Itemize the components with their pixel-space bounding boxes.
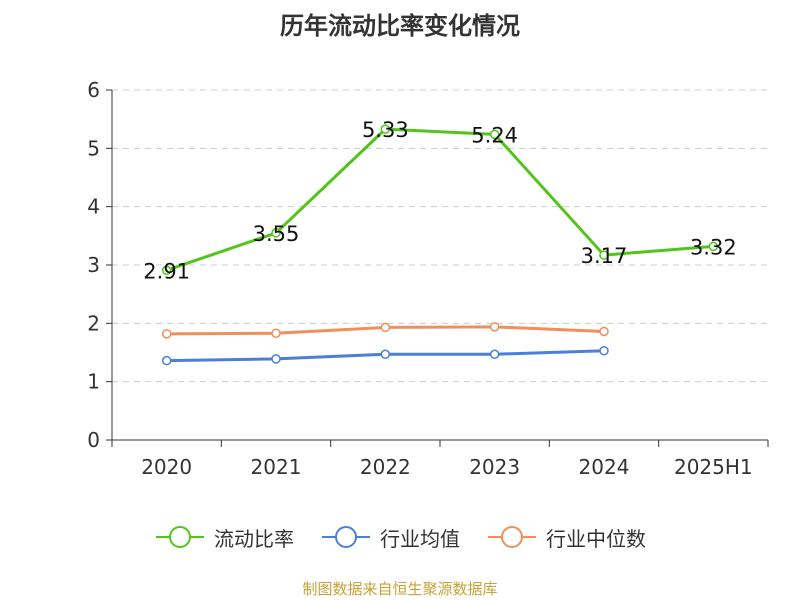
data-point <box>161 265 172 275</box>
data-point <box>271 228 281 238</box>
x-tick-label: 2021 <box>251 455 302 479</box>
x-tick-label: 2025H1 <box>674 455 753 479</box>
data-point <box>599 346 609 356</box>
data-point <box>489 322 500 332</box>
series-lines <box>161 124 719 366</box>
legend-marker <box>335 526 357 548</box>
legend-item[interactable]: 行业中位数 <box>486 523 646 552</box>
legend-marker <box>501 526 523 548</box>
series-line <box>166 127 714 272</box>
chart-title: 历年流动比率变化情况 <box>280 12 520 40</box>
grid-lines <box>112 89 768 383</box>
data-point <box>489 349 500 359</box>
x-tick-label: 2020 <box>141 455 192 479</box>
data-point <box>380 322 391 333</box>
y-tick-label: 6 <box>87 78 100 102</box>
data-point <box>161 355 172 366</box>
y-tick-label: 0 <box>87 428 100 452</box>
data-point <box>599 326 609 337</box>
data-point <box>708 241 719 252</box>
source-note: 制图数据来自恒生聚源数据库 <box>302 580 498 598</box>
data-point <box>380 124 391 134</box>
x-tick-label: 2023 <box>469 455 520 479</box>
data-label: 3.55 <box>253 222 300 246</box>
data-labels: 2.91 3.55 5.33 5.24 3.17 3.32 <box>143 118 736 283</box>
x-tick-label: 2022 <box>360 455 411 479</box>
x-tick-label: 2024 <box>579 455 630 479</box>
data-label: 5.24 <box>471 123 518 147</box>
y-tick-label: 4 <box>87 195 100 219</box>
legend-label: 行业均值 <box>380 526 460 551</box>
legend-marker <box>169 526 191 548</box>
y-tick-label: 3 <box>87 253 100 277</box>
legend-symbol-icon <box>488 526 536 548</box>
data-point <box>380 349 391 359</box>
y-tick-label: 5 <box>87 136 100 160</box>
data-point <box>271 328 281 338</box>
legend-label: 行业中位数 <box>546 526 646 551</box>
data-label: 2.91 <box>143 259 190 283</box>
y-tick-label: 1 <box>87 370 100 394</box>
legend: 流动比率 行业均值 行业中位数 <box>0 520 800 554</box>
data-label: 3.17 <box>581 244 628 268</box>
data-point <box>161 329 172 339</box>
legend-item[interactable]: 流动比率 <box>154 523 294 552</box>
axes: 0 1 2 3 4 5 6 2020 2021 2022 2023 2024 2025H1 <box>87 78 769 479</box>
data-point <box>599 250 609 260</box>
data-point <box>271 354 281 364</box>
legend-symbol-icon <box>322 526 370 548</box>
legend-symbol-icon <box>156 526 204 548</box>
legend-label: 流动比率 <box>214 526 294 551</box>
data-label: 3.32 <box>690 235 737 259</box>
legend-item[interactable]: 行业均值 <box>320 523 460 552</box>
y-tick-label: 2 <box>87 311 100 335</box>
data-label: 5.33 <box>362 118 409 142</box>
data-point <box>489 129 500 140</box>
